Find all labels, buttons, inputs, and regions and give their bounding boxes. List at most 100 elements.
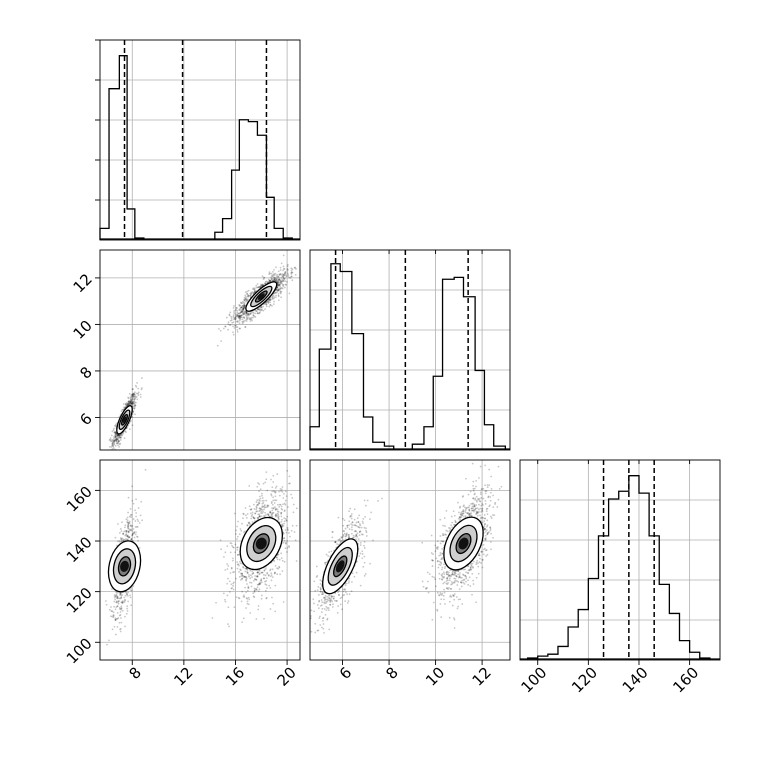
sample-point — [131, 400, 133, 402]
sample-point — [295, 267, 297, 270]
sample-point — [253, 591, 256, 593]
sample-point — [126, 538, 129, 541]
sample-point — [258, 308, 261, 311]
sample-point — [340, 540, 343, 542]
sample-point — [278, 273, 281, 276]
sample-point — [109, 451, 111, 453]
sample-point — [282, 601, 285, 603]
sample-point — [282, 268, 285, 270]
sample-point — [356, 517, 359, 519]
sample-point — [265, 506, 267, 509]
sample-point — [131, 404, 134, 407]
sample-point — [255, 579, 258, 581]
sample-point — [342, 533, 345, 536]
sample-point — [277, 289, 280, 292]
sample-point — [286, 269, 289, 272]
sample-point — [114, 425, 117, 428]
sample-point — [290, 267, 293, 270]
sample-point — [232, 557, 234, 560]
sample-point — [258, 311, 261, 314]
sample-point — [115, 437, 118, 440]
sample-point — [460, 585, 463, 588]
sample-point — [125, 592, 128, 595]
sample-point — [362, 533, 364, 536]
sample-point — [461, 603, 464, 605]
sample-point — [112, 447, 115, 450]
sample-point — [356, 525, 359, 528]
sample-point — [260, 579, 263, 582]
sample-point — [334, 541, 337, 544]
sample-point — [114, 435, 117, 438]
sample-point — [277, 299, 280, 302]
sample-point — [128, 536, 131, 538]
sample-point — [108, 639, 110, 642]
sample-point — [256, 510, 259, 513]
sample-point — [277, 281, 279, 284]
sample-point — [318, 600, 320, 603]
sample-point — [244, 576, 247, 579]
sample-point — [291, 279, 294, 282]
sample-point — [133, 531, 136, 533]
sample-point — [363, 544, 365, 547]
sample-point — [280, 282, 283, 285]
sample-point — [253, 517, 256, 520]
sample-point — [247, 314, 250, 317]
sample-point — [248, 521, 251, 524]
sample-point — [129, 401, 132, 403]
sample-point — [277, 270, 280, 273]
sample-point — [328, 594, 331, 597]
sample-point — [269, 298, 272, 301]
sample-point — [114, 619, 117, 621]
sample-point — [113, 439, 116, 442]
sample-point — [235, 317, 237, 320]
sample-point — [111, 439, 113, 441]
sample-point — [355, 571, 358, 574]
sample-point — [127, 525, 129, 528]
sample-point — [278, 287, 280, 290]
sample-point — [120, 607, 122, 610]
sample-point — [256, 571, 259, 574]
sample-point — [279, 273, 281, 275]
sample-point — [247, 295, 249, 298]
sample-point — [247, 586, 250, 589]
sample-point — [133, 536, 136, 539]
sample-point — [242, 308, 244, 311]
sample-point — [264, 514, 267, 516]
sample-point — [243, 312, 246, 315]
sample-point — [277, 280, 280, 283]
sample-point — [261, 275, 264, 278]
sample-point — [344, 591, 347, 594]
sample-point — [119, 592, 122, 595]
sample-point — [256, 575, 259, 578]
sample-point — [316, 629, 319, 632]
sample-point — [123, 596, 126, 599]
sample-point — [441, 574, 444, 577]
sample-point — [114, 438, 117, 441]
sample-point — [242, 309, 245, 312]
sample-point — [270, 478, 272, 481]
sample-point — [246, 299, 249, 302]
sample-point — [235, 533, 237, 535]
sample-point — [245, 297, 248, 300]
sample-point — [262, 278, 265, 280]
sample-point — [118, 434, 121, 437]
sample-point — [322, 592, 325, 595]
sample-point — [278, 283, 281, 286]
sample-point — [229, 542, 232, 544]
sample-point — [302, 634, 304, 636]
sample-point — [242, 595, 245, 598]
sample-point — [133, 398, 136, 400]
sample-point — [141, 519, 144, 522]
sample-point — [220, 340, 223, 343]
sample-point — [248, 318, 251, 320]
sample-point — [114, 431, 117, 433]
sample-point — [242, 566, 245, 569]
sample-point — [274, 277, 277, 280]
sample-point — [276, 512, 279, 515]
sample-point — [274, 499, 276, 502]
sample-point — [240, 302, 243, 305]
sample-point — [228, 625, 230, 628]
sample-point — [121, 539, 124, 542]
sample-point — [229, 324, 232, 326]
sample-point — [132, 395, 135, 397]
